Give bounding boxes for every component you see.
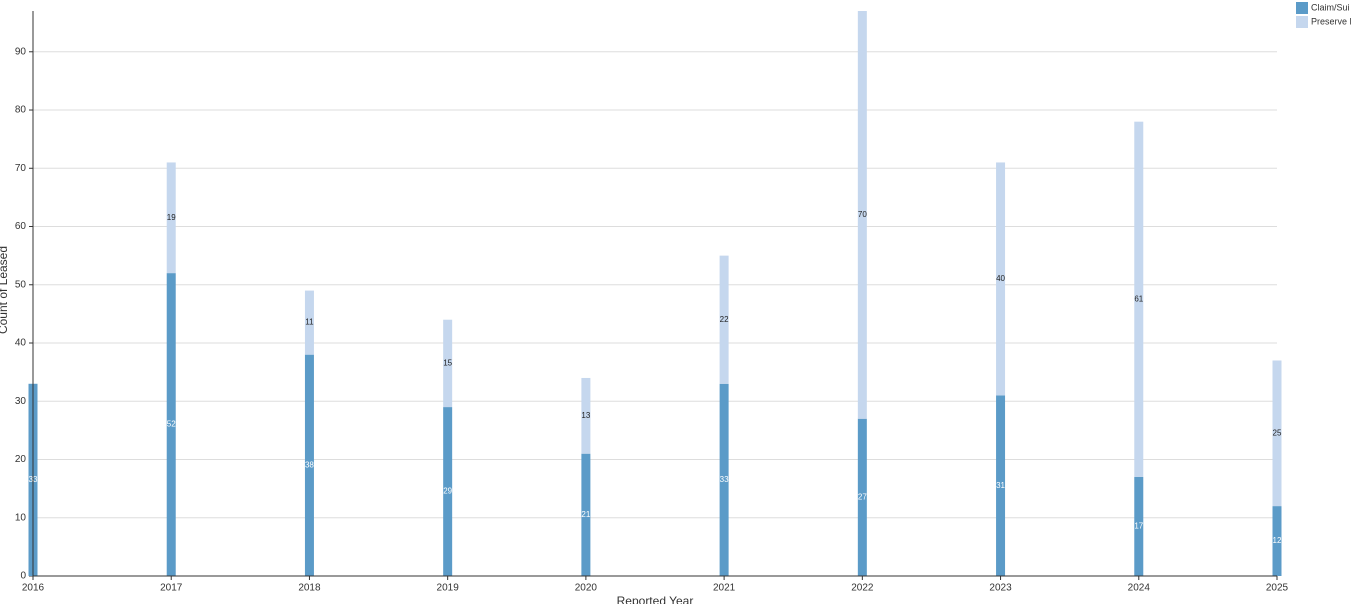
- bar-segment: [719, 255, 729, 384]
- bar-segment: [166, 162, 176, 274]
- legend-label: Claim/Sui: [1311, 2, 1350, 12]
- bar-segment: [719, 383, 729, 576]
- data-label: 38: [305, 460, 314, 469]
- y-tick-label: 80: [15, 105, 27, 116]
- bar-segment: [304, 354, 314, 576]
- x-tick-label: 2025: [1266, 583, 1289, 594]
- data-label: 21: [581, 510, 590, 519]
- data-label: 61: [1134, 294, 1143, 303]
- data-label: 19: [167, 213, 176, 222]
- bar-segment: [1134, 476, 1144, 576]
- x-tick-label: 2017: [160, 583, 183, 594]
- legend-label: Preserve F: [1311, 16, 1351, 26]
- legend-swatch: [1296, 2, 1308, 14]
- data-label: 27: [858, 492, 867, 501]
- data-label: 13: [581, 411, 590, 420]
- y-tick-label: 30: [15, 396, 27, 407]
- data-label: 17: [1134, 522, 1143, 531]
- x-axis-title: Reported Year: [617, 594, 694, 604]
- legend-swatch: [1296, 16, 1308, 28]
- y-tick-label: 70: [15, 163, 27, 174]
- data-label: 33: [720, 475, 729, 484]
- x-tick-label: 2022: [851, 583, 874, 594]
- bar-segment: [581, 453, 591, 576]
- data-label: 31: [996, 481, 1005, 490]
- data-label: 15: [443, 359, 452, 368]
- bar-segment: [1134, 121, 1144, 477]
- y-axis-title: Count of Leased: [0, 246, 10, 334]
- x-tick-label: 2024: [1128, 583, 1151, 594]
- x-tick-label: 2020: [575, 583, 598, 594]
- bar-segment: [581, 377, 591, 454]
- x-tick-label: 2023: [989, 583, 1012, 594]
- y-tick-label: 20: [15, 454, 27, 465]
- x-tick-label: 2021: [713, 583, 736, 594]
- bar-segment: [166, 273, 176, 576]
- data-label: 29: [443, 487, 452, 496]
- data-label: 22: [720, 315, 729, 324]
- data-label: 70: [858, 210, 867, 219]
- data-label: 25: [1273, 428, 1282, 437]
- bar-segment: [443, 407, 453, 576]
- bar-segment: [996, 395, 1006, 576]
- data-label: 52: [167, 420, 176, 429]
- bar-segment: [857, 11, 867, 419]
- x-tick-label: 2016: [22, 583, 45, 594]
- x-tick-label: 2019: [437, 583, 460, 594]
- bar-segment: [857, 418, 867, 576]
- data-label: 40: [996, 274, 1005, 283]
- bar-segment: [996, 162, 1006, 396]
- bar-segment: [1272, 360, 1282, 507]
- data-label: 12: [1273, 536, 1282, 545]
- y-tick-label: 40: [15, 338, 27, 349]
- y-tick-label: 90: [15, 46, 27, 57]
- y-tick-label: 10: [15, 512, 27, 523]
- bar-segment: [1272, 506, 1282, 576]
- y-tick-label: 50: [15, 279, 27, 290]
- legend: Claim/Sui Preserve F: [1296, 2, 1351, 28]
- y-tick-label: 60: [15, 221, 27, 232]
- bar-segment: [304, 290, 314, 355]
- data-label: 11: [305, 318, 314, 327]
- x-tick-label: 2018: [298, 583, 321, 594]
- y-ticks: 0 10 20 30 40 50 60 70 80 90: [15, 46, 1277, 582]
- bar-segment: [443, 319, 453, 408]
- y-tick-label: 0: [20, 571, 26, 582]
